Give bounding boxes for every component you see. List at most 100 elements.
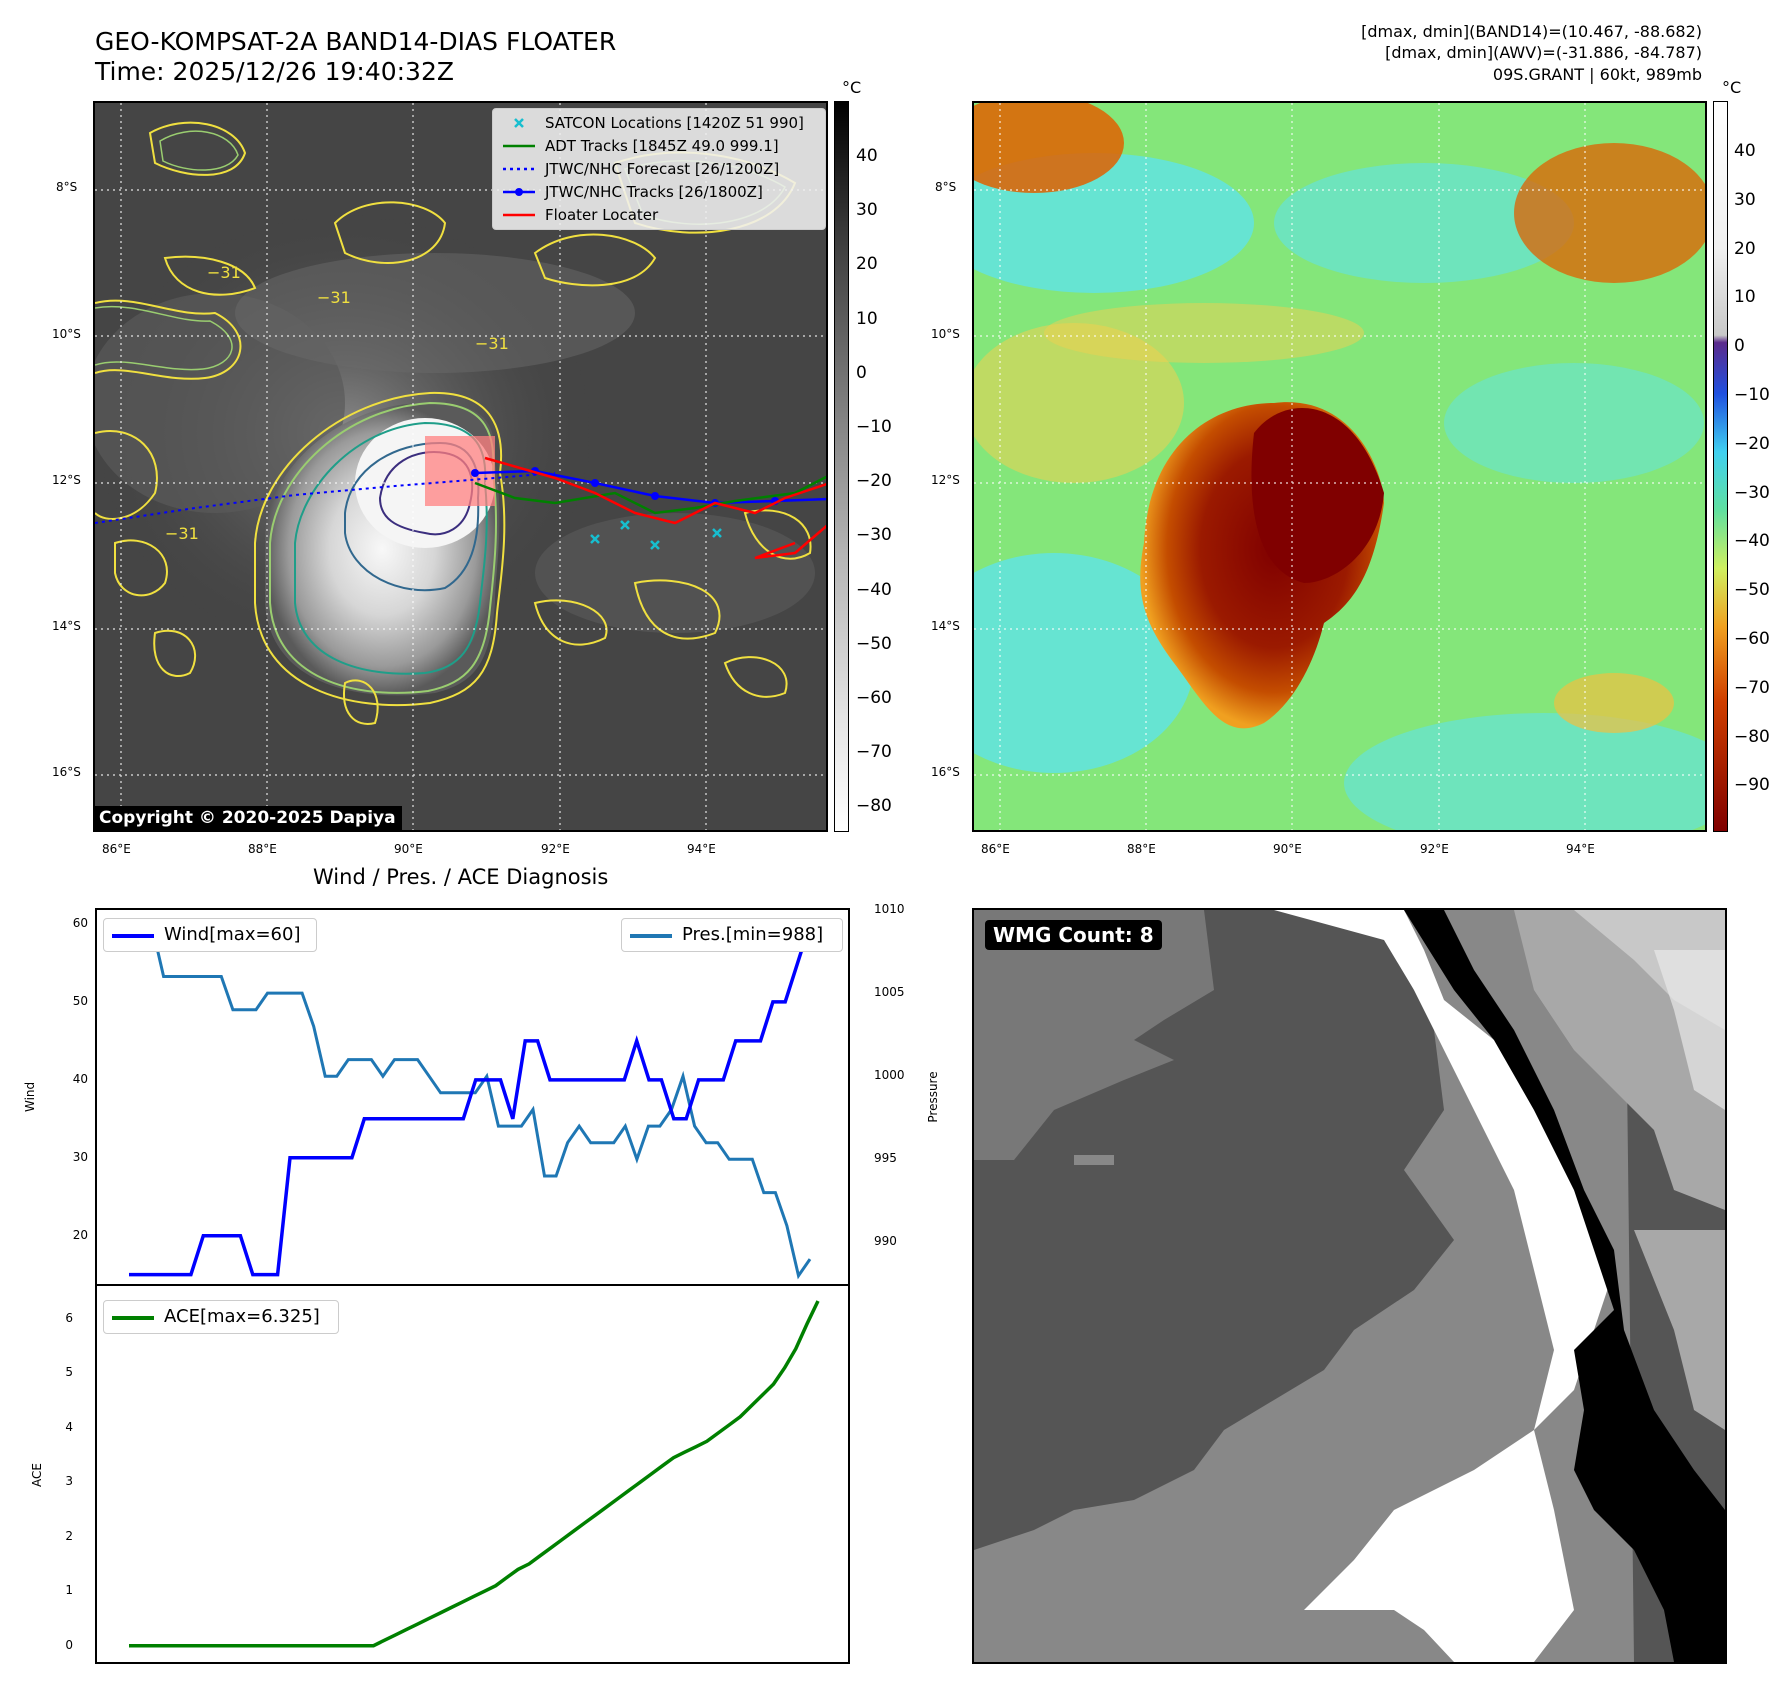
dmax-dmin-band14: [dmax, dmin](BAND14)=(10.467, -88.682) <box>1361 22 1702 41</box>
pressure-tick-label: 990 <box>874 1234 897 1249</box>
contour-label: −31 <box>165 524 199 543</box>
ir-colorbar-unit: °C <box>842 78 862 97</box>
enhanced-colorbar-tick: −40 <box>1734 531 1770 552</box>
contour-label: −31 <box>475 334 509 353</box>
enhanced-colorbar-tick: −60 <box>1734 629 1770 649</box>
wind-tick-label: 40 <box>72 1071 88 1086</box>
ir-satellite-map: −31 −31 −31 −31 SATCON Locations [1420Z … <box>93 101 828 832</box>
ace-tick-label: 5 <box>65 1365 73 1380</box>
lon-label: 94°E <box>687 842 716 856</box>
ir-colorbar-tick: 20 <box>856 254 878 275</box>
pressure-tick-label: 995 <box>874 1151 897 1166</box>
tracks-dot-line-icon <box>501 182 537 202</box>
adt-line-icon <box>501 136 537 156</box>
enhanced-colorbar <box>1713 101 1728 832</box>
wind-legend-swatch <box>112 934 154 938</box>
lat-label: 10°S <box>52 327 81 341</box>
lat-label: 8°S <box>935 180 957 194</box>
pressure-series-line <box>129 925 812 1280</box>
contour-label: −31 <box>317 288 351 307</box>
enhanced-colorbar-tick: 20 <box>1734 238 1756 259</box>
ace-axis-label: ACE <box>30 1463 44 1487</box>
pressure-tick-label: 1000 <box>874 1068 905 1083</box>
ace-legend-swatch <box>112 1316 154 1320</box>
enhanced-colorbar-tick: 40 <box>1734 141 1756 161</box>
satcon-x-icon <box>501 113 537 133</box>
lon-label: 86°E <box>102 842 131 856</box>
wind-legend: Wind[max=60] <box>103 918 317 952</box>
lat-label: 12°S <box>931 473 960 487</box>
wind-tick-label: 20 <box>72 1227 88 1242</box>
lon-label: 92°E <box>1420 842 1449 856</box>
lat-label: 14°S <box>52 619 81 633</box>
lon-label: 92°E <box>541 842 570 856</box>
ir-colorbar-tick: −70 <box>856 742 892 763</box>
ir-colorbar-tick: −40 <box>856 579 892 600</box>
ir-colorbar-tick: −30 <box>856 525 892 546</box>
lat-label: 16°S <box>931 765 960 779</box>
lon-label: 90°E <box>394 842 423 856</box>
wind-tick-label: 50 <box>72 993 88 1008</box>
floater-line-icon <box>501 205 537 225</box>
enhanced-colorbar-tick: −80 <box>1734 726 1770 747</box>
lat-label: 16°S <box>52 765 81 779</box>
pressure-tick-label: 1010 <box>874 902 905 916</box>
ace-series-line <box>129 1300 820 1648</box>
chart-title: GEO-KOMPSAT-2A BAND14-DIAS FLOATER <box>95 27 617 56</box>
lat-label: 12°S <box>52 473 81 487</box>
lon-label: 86°E <box>981 842 1010 856</box>
enhanced-colorbar-tick: 0 <box>1734 336 1745 357</box>
enhanced-colorbar-tick: −70 <box>1734 677 1770 698</box>
lon-label: 94°E <box>1566 842 1595 856</box>
map-legend: SATCON Locations [1420Z 51 990] ADT Trac… <box>492 108 826 230</box>
enh-colorbar-unit: °C <box>1722 78 1742 97</box>
ir-colorbar <box>834 101 849 832</box>
ace-legend: ACE[max=6.325] <box>103 1300 339 1334</box>
ace-tick-label: 2 <box>65 1528 73 1543</box>
lat-label: 8°S <box>56 180 78 194</box>
lon-label: 88°E <box>1127 842 1156 856</box>
enhanced-colorbar-tick: −10 <box>1734 385 1770 405</box>
ace-tick-label: 4 <box>65 1419 73 1434</box>
enhanced-colorbar-tick: −50 <box>1734 580 1770 601</box>
wind-tick-label: 60 <box>72 916 88 931</box>
wmg-count-badge: WMG Count: 8 <box>985 920 1162 950</box>
ace-tick-label: 0 <box>65 1637 73 1652</box>
pressure-legend-swatch <box>630 934 672 938</box>
lat-label: 14°S <box>931 619 960 633</box>
enhanced-colorbar-tick: −90 <box>1734 775 1770 796</box>
dmax-dmin-awv: [dmax, dmin](AWV)=(-31.886, -84.787) <box>1385 43 1702 62</box>
ace-tick-label: 6 <box>65 1310 73 1325</box>
copyright-badge: Copyright © 2020-2025 Dapiya <box>93 806 402 830</box>
wind-tick-label: 30 <box>72 1149 88 1164</box>
wmg-panel <box>972 908 1727 1664</box>
diagnosis-title: Wind / Pres. / ACE Diagnosis <box>313 865 609 889</box>
ace-tick-label: 1 <box>65 1583 73 1598</box>
forecast-dotted-icon <box>501 159 537 179</box>
wind-pressure-plot <box>129 923 812 1280</box>
ir-colorbar-tick: −50 <box>856 633 892 654</box>
enhanced-satellite-map <box>972 101 1707 832</box>
ir-colorbar-tick: 30 <box>856 200 878 221</box>
lat-label: 10°S <box>931 327 960 341</box>
ace-plot <box>129 1300 820 1648</box>
chart-time: Time: 2025/12/26 19:40:32Z <box>95 57 454 86</box>
ir-colorbar-tick: −10 <box>856 417 892 437</box>
ir-colorbar-tick: 10 <box>856 308 878 329</box>
ir-colorbar-tick: 40 <box>856 146 878 166</box>
wind-series-line <box>129 923 812 1277</box>
wind-pressure-panel: Wind[max=60] Pres.[min=988] <box>95 908 850 1286</box>
contour-label: −31 <box>207 263 241 282</box>
enhanced-colorbar-tick: −20 <box>1734 433 1770 454</box>
enhanced-colorbar-tick: 30 <box>1734 189 1756 210</box>
lon-label: 90°E <box>1273 842 1302 856</box>
ir-colorbar-tick: −20 <box>856 471 892 492</box>
pressure-legend: Pres.[min=988] <box>621 918 843 952</box>
ir-colorbar-tick: 0 <box>856 362 867 383</box>
ir-colorbar-tick: −60 <box>856 688 892 708</box>
enhanced-colorbar-tick: 10 <box>1734 287 1756 308</box>
enhanced-colorbar-tick: −30 <box>1734 482 1770 503</box>
wind-axis-label: Wind <box>23 1081 37 1112</box>
pressure-tick-label: 1005 <box>874 985 905 1000</box>
ir-colorbar-tick: −80 <box>856 796 892 817</box>
